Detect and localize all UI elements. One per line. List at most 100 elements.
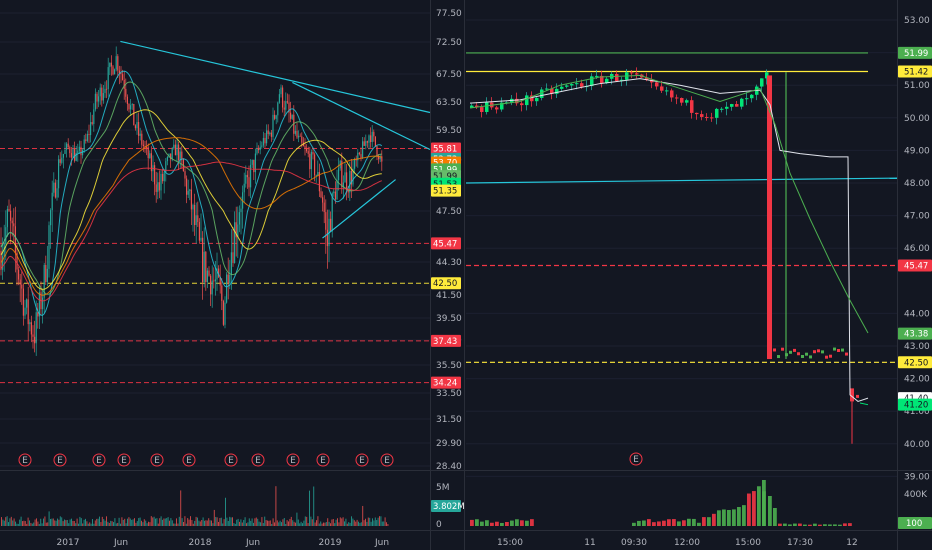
left-volume-bar bbox=[320, 521, 322, 526]
right-candle-body bbox=[700, 114, 704, 117]
right-y-tick-label: 39.00 bbox=[904, 472, 930, 482]
left-volume-bar bbox=[211, 520, 212, 526]
left-volume-bar bbox=[65, 520, 67, 526]
left-volume-bar bbox=[290, 516, 292, 526]
right-candle-body bbox=[530, 95, 534, 102]
left-volume-bar bbox=[205, 520, 207, 526]
left-y-tick-label: 77.50 bbox=[436, 9, 462, 19]
left-candle-body bbox=[245, 174, 247, 184]
left-volume-bar bbox=[1, 517, 2, 526]
right-candle-body bbox=[615, 73, 619, 82]
left-volume-bar bbox=[223, 519, 225, 526]
right-volume-bar bbox=[672, 519, 676, 526]
left-volume-bar bbox=[341, 518, 343, 526]
left-volume-bar bbox=[314, 522, 316, 526]
left-candle-body bbox=[336, 180, 338, 200]
right-volume-bar bbox=[752, 491, 756, 526]
right-y-tick-label: 48.00 bbox=[904, 179, 930, 189]
earnings-marker-label: E bbox=[384, 456, 390, 466]
left-candle-body bbox=[83, 139, 85, 151]
earnings-marker-icon bbox=[92, 453, 106, 467]
left-price-tag-label: 42.50 bbox=[433, 279, 457, 289]
left-candle-body bbox=[157, 182, 159, 192]
left-price-tag bbox=[431, 184, 461, 197]
left-volume-bar bbox=[269, 520, 271, 526]
left-candle-body bbox=[197, 215, 199, 223]
right-volume-tick: 400K bbox=[904, 490, 928, 500]
left-price-tag-label: 34.24 bbox=[433, 379, 457, 389]
left-volume-bar bbox=[381, 521, 383, 526]
earnings-marker-label: E bbox=[96, 456, 102, 466]
left-candle-body bbox=[254, 153, 256, 173]
left-volume-bar bbox=[185, 523, 187, 526]
left-trendline bbox=[120, 40, 431, 114]
left-candle-body bbox=[342, 182, 344, 188]
left-candle-body bbox=[266, 130, 268, 144]
left-candle-body bbox=[142, 144, 144, 147]
left-volume-bar bbox=[332, 518, 334, 526]
left-x-tick-label: Jun bbox=[374, 538, 389, 548]
right-candle-body bbox=[690, 100, 694, 113]
left-volume-bar bbox=[45, 522, 47, 526]
right-volume-bar bbox=[687, 518, 691, 526]
left-price-tag-label: 45.47 bbox=[433, 239, 457, 249]
left-volume-bar bbox=[136, 521, 138, 526]
right-volume-bar bbox=[662, 520, 666, 526]
left-volume-bar bbox=[59, 516, 61, 526]
left-candle-body bbox=[200, 237, 202, 241]
left-candle-body bbox=[147, 147, 149, 159]
left-volume-bar bbox=[239, 521, 240, 526]
right-post-drop-candle bbox=[833, 347, 836, 351]
left-candle-body bbox=[269, 132, 271, 135]
left-candle-body bbox=[243, 183, 245, 193]
left-volume-bar bbox=[208, 518, 210, 526]
left-volume-bar bbox=[212, 523, 214, 526]
right-volume-bar bbox=[485, 520, 489, 526]
left-candle-body bbox=[334, 191, 336, 200]
right-volume-bar bbox=[813, 523, 817, 526]
left-volume-bar bbox=[288, 521, 289, 526]
right-candle-body bbox=[630, 72, 634, 74]
left-volume-bar bbox=[99, 516, 100, 526]
left-volume-tick: 5M bbox=[436, 483, 450, 493]
left-candle-body bbox=[288, 102, 290, 113]
right-price-tag bbox=[898, 398, 932, 411]
left-candle-body bbox=[285, 101, 287, 110]
right-candle-body bbox=[495, 107, 499, 110]
right-x-tick-label: 12 bbox=[846, 538, 857, 548]
left-candle-body bbox=[99, 87, 101, 97]
earnings-marker-icon bbox=[380, 453, 394, 467]
left-volume-bar bbox=[83, 519, 85, 526]
left-volume-bar bbox=[173, 523, 175, 526]
right-volume-bar bbox=[783, 523, 787, 526]
left-volume-bar bbox=[355, 521, 357, 526]
left-candle-body bbox=[77, 150, 79, 154]
left-candle-body bbox=[138, 122, 140, 136]
right-volume-bar bbox=[637, 520, 641, 526]
right-ma-short-line bbox=[859, 402, 869, 406]
earnings-marker-icon bbox=[316, 453, 330, 467]
right-post-drop-candle bbox=[797, 352, 800, 356]
left-volume-bar bbox=[372, 518, 373, 526]
right-post-drop-candle bbox=[841, 348, 844, 352]
left-x-tick-label: 2019 bbox=[319, 538, 342, 548]
left-volume-bar bbox=[103, 519, 105, 526]
left-volume-bar bbox=[275, 486, 277, 526]
earnings-marker-icon bbox=[117, 453, 131, 467]
left-candle-body bbox=[352, 168, 354, 185]
left-price-tag-label: 51.99 bbox=[433, 172, 457, 182]
left-candle-body bbox=[237, 224, 239, 238]
left-candle-body bbox=[51, 192, 53, 211]
left-volume-bar bbox=[303, 520, 305, 526]
right-candle-body bbox=[635, 73, 639, 75]
left-volume-bar bbox=[342, 517, 344, 526]
left-candle-body bbox=[253, 159, 255, 173]
left-volume-bar bbox=[141, 520, 142, 526]
left-volume-bar bbox=[243, 520, 245, 526]
left-volume-bar bbox=[311, 519, 313, 526]
left-volume-bar bbox=[176, 518, 177, 526]
left-volume-bar bbox=[47, 522, 49, 526]
right-y-tick-label: 49.00 bbox=[904, 146, 930, 156]
left-candle-body bbox=[320, 191, 322, 198]
